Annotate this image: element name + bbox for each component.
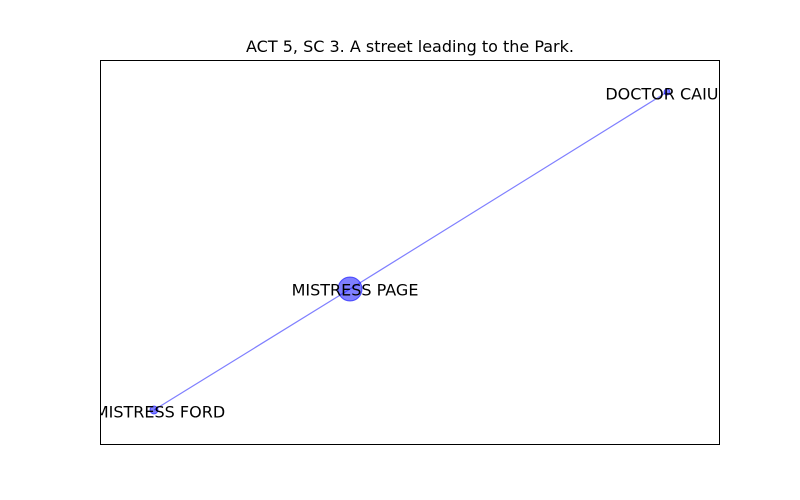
- plot-frame: [100, 60, 720, 445]
- edges: [153, 91, 668, 411]
- node-doctor-caius: [663, 88, 671, 96]
- graph-area: DOCTOR CAIUS MISTRESS PAGE MISTRESS FORD: [95, 85, 728, 422]
- node-label-mistress-ford: MISTRESS FORD: [95, 403, 225, 422]
- edge-mistress_page-doctor_caius: [349, 91, 668, 290]
- node-labels: DOCTOR CAIUS MISTRESS PAGE MISTRESS FORD: [95, 85, 728, 422]
- figure-title: ACT 5, SC 3. A street leading to the Par…: [246, 37, 574, 56]
- node-mistress-ford: [149, 405, 159, 415]
- edge-mistress_ford-mistress_page: [153, 288, 351, 411]
- node-label-mistress-page: MISTRESS PAGE: [292, 281, 419, 300]
- node-label-doctor-caius: DOCTOR CAIUS: [605, 85, 728, 104]
- node-mistress-page: [337, 276, 363, 302]
- nodes: [149, 88, 671, 415]
